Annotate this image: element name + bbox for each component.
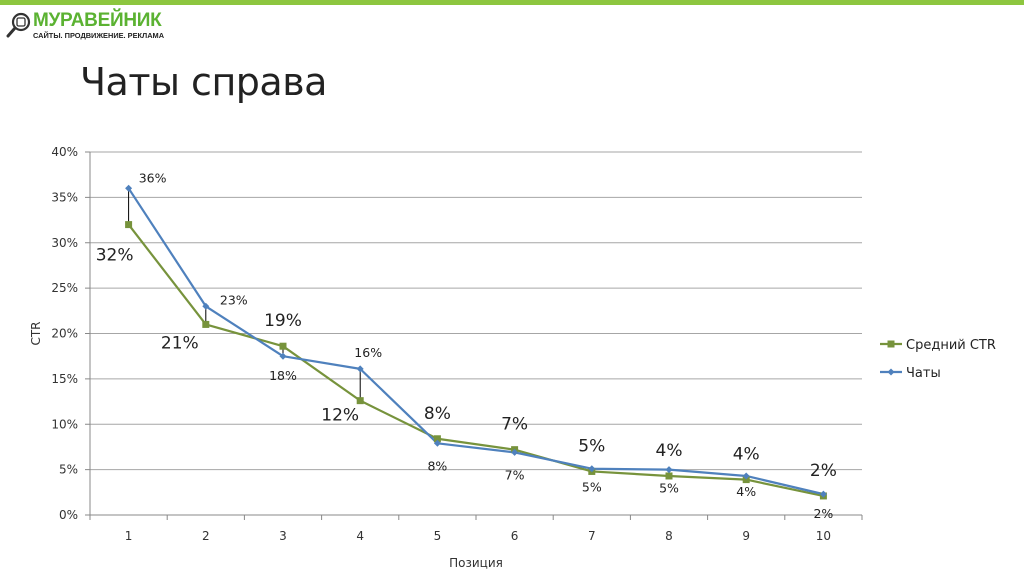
data-label-avg-ctr: 4% xyxy=(656,441,683,461)
x-axis-title: Позиция xyxy=(449,556,503,570)
data-point-avg-ctr xyxy=(665,472,673,480)
company-logo[interactable]: МУРАВЕЙНИК САЙТЫ. ПРОДВИЖЕНИЕ. РЕКЛАМА xyxy=(6,10,166,42)
data-point-chats xyxy=(742,472,750,480)
data-point-chats xyxy=(279,352,287,360)
data-label-avg-ctr: 7% xyxy=(501,415,528,435)
data-point-avg-ctr xyxy=(356,397,364,405)
y-axis-title: CTR xyxy=(29,321,43,345)
data-label-chats: 4% xyxy=(736,484,756,499)
data-label-chats: 2% xyxy=(813,506,833,521)
data-label-chats: 7% xyxy=(505,467,525,482)
data-label-avg-ctr: 2% xyxy=(810,461,837,481)
data-label-avg-ctr: 8% xyxy=(424,404,451,424)
series-line-chats xyxy=(127,187,824,496)
data-point-chats xyxy=(665,466,673,474)
x-tick-label: 1 xyxy=(125,529,133,543)
x-tick-label: 9 xyxy=(742,529,750,543)
data-point-avg-ctr xyxy=(279,342,287,350)
data-label-avg-ctr: 32% xyxy=(96,246,134,266)
x-tick-label: 7 xyxy=(588,529,596,543)
data-label-chats: 36% xyxy=(139,170,167,185)
y-tick-label: 5% xyxy=(59,463,78,477)
data-label-avg-ctr: 4% xyxy=(733,445,760,465)
y-tick-label: 30% xyxy=(51,236,78,250)
legend-label: Чаты xyxy=(906,366,941,381)
data-label-chats: 8% xyxy=(427,458,447,473)
data-point-chats xyxy=(433,439,441,447)
x-tick-label: 10 xyxy=(816,529,831,543)
ant-magnifier-icon xyxy=(6,12,31,38)
data-point-chats xyxy=(356,365,364,373)
top-accent-bar xyxy=(0,0,1024,5)
data-point-chats xyxy=(588,465,596,473)
slide-title: Чаты справа xyxy=(80,60,327,104)
y-tick-label: 10% xyxy=(51,417,78,431)
y-tick-label: 0% xyxy=(59,508,78,522)
data-point-avg-ctr xyxy=(125,221,133,229)
data-label-chats: 18% xyxy=(269,368,297,383)
data-label-avg-ctr: 12% xyxy=(321,406,359,426)
data-point-avg-ctr xyxy=(433,435,441,443)
data-point-chats xyxy=(819,490,827,498)
x-tick-label: 6 xyxy=(511,529,519,543)
y-tick-label: 35% xyxy=(51,190,78,204)
data-label-chats: 23% xyxy=(220,292,248,307)
data-point-chats xyxy=(125,184,133,192)
logo-tagline: САЙТЫ. ПРОДВИЖЕНИЕ. РЕКЛАМА xyxy=(33,31,165,40)
legend-label: Средний CTR xyxy=(906,338,996,353)
y-tick-label: 40% xyxy=(51,145,78,159)
legend-marker xyxy=(887,368,895,376)
legend-marker xyxy=(887,340,895,348)
data-point-chats xyxy=(202,302,210,310)
x-tick-label: 5 xyxy=(434,529,442,543)
data-label-avg-ctr: 21% xyxy=(161,333,199,353)
data-point-avg-ctr xyxy=(202,320,210,328)
x-tick-label: 8 xyxy=(665,529,673,543)
data-label-chats: 5% xyxy=(659,481,679,496)
x-tick-label: 4 xyxy=(356,529,364,543)
y-tick-label: 15% xyxy=(51,372,78,386)
data-label-avg-ctr: 5% xyxy=(578,436,605,456)
data-label-avg-ctr: 19% xyxy=(264,311,302,331)
series-line-avg-ctr xyxy=(127,223,824,498)
x-tick-label: 3 xyxy=(279,529,287,543)
data-label-chats: 5% xyxy=(582,480,602,495)
y-tick-label: 20% xyxy=(51,327,78,341)
data-point-chats xyxy=(511,448,519,456)
data-label-chats: 16% xyxy=(354,345,382,360)
logo-name: МУРАВЕЙНИК xyxy=(33,10,162,31)
y-tick-label: 25% xyxy=(51,281,78,295)
data-point-avg-ctr xyxy=(742,476,750,484)
x-tick-label: 2 xyxy=(202,529,210,543)
